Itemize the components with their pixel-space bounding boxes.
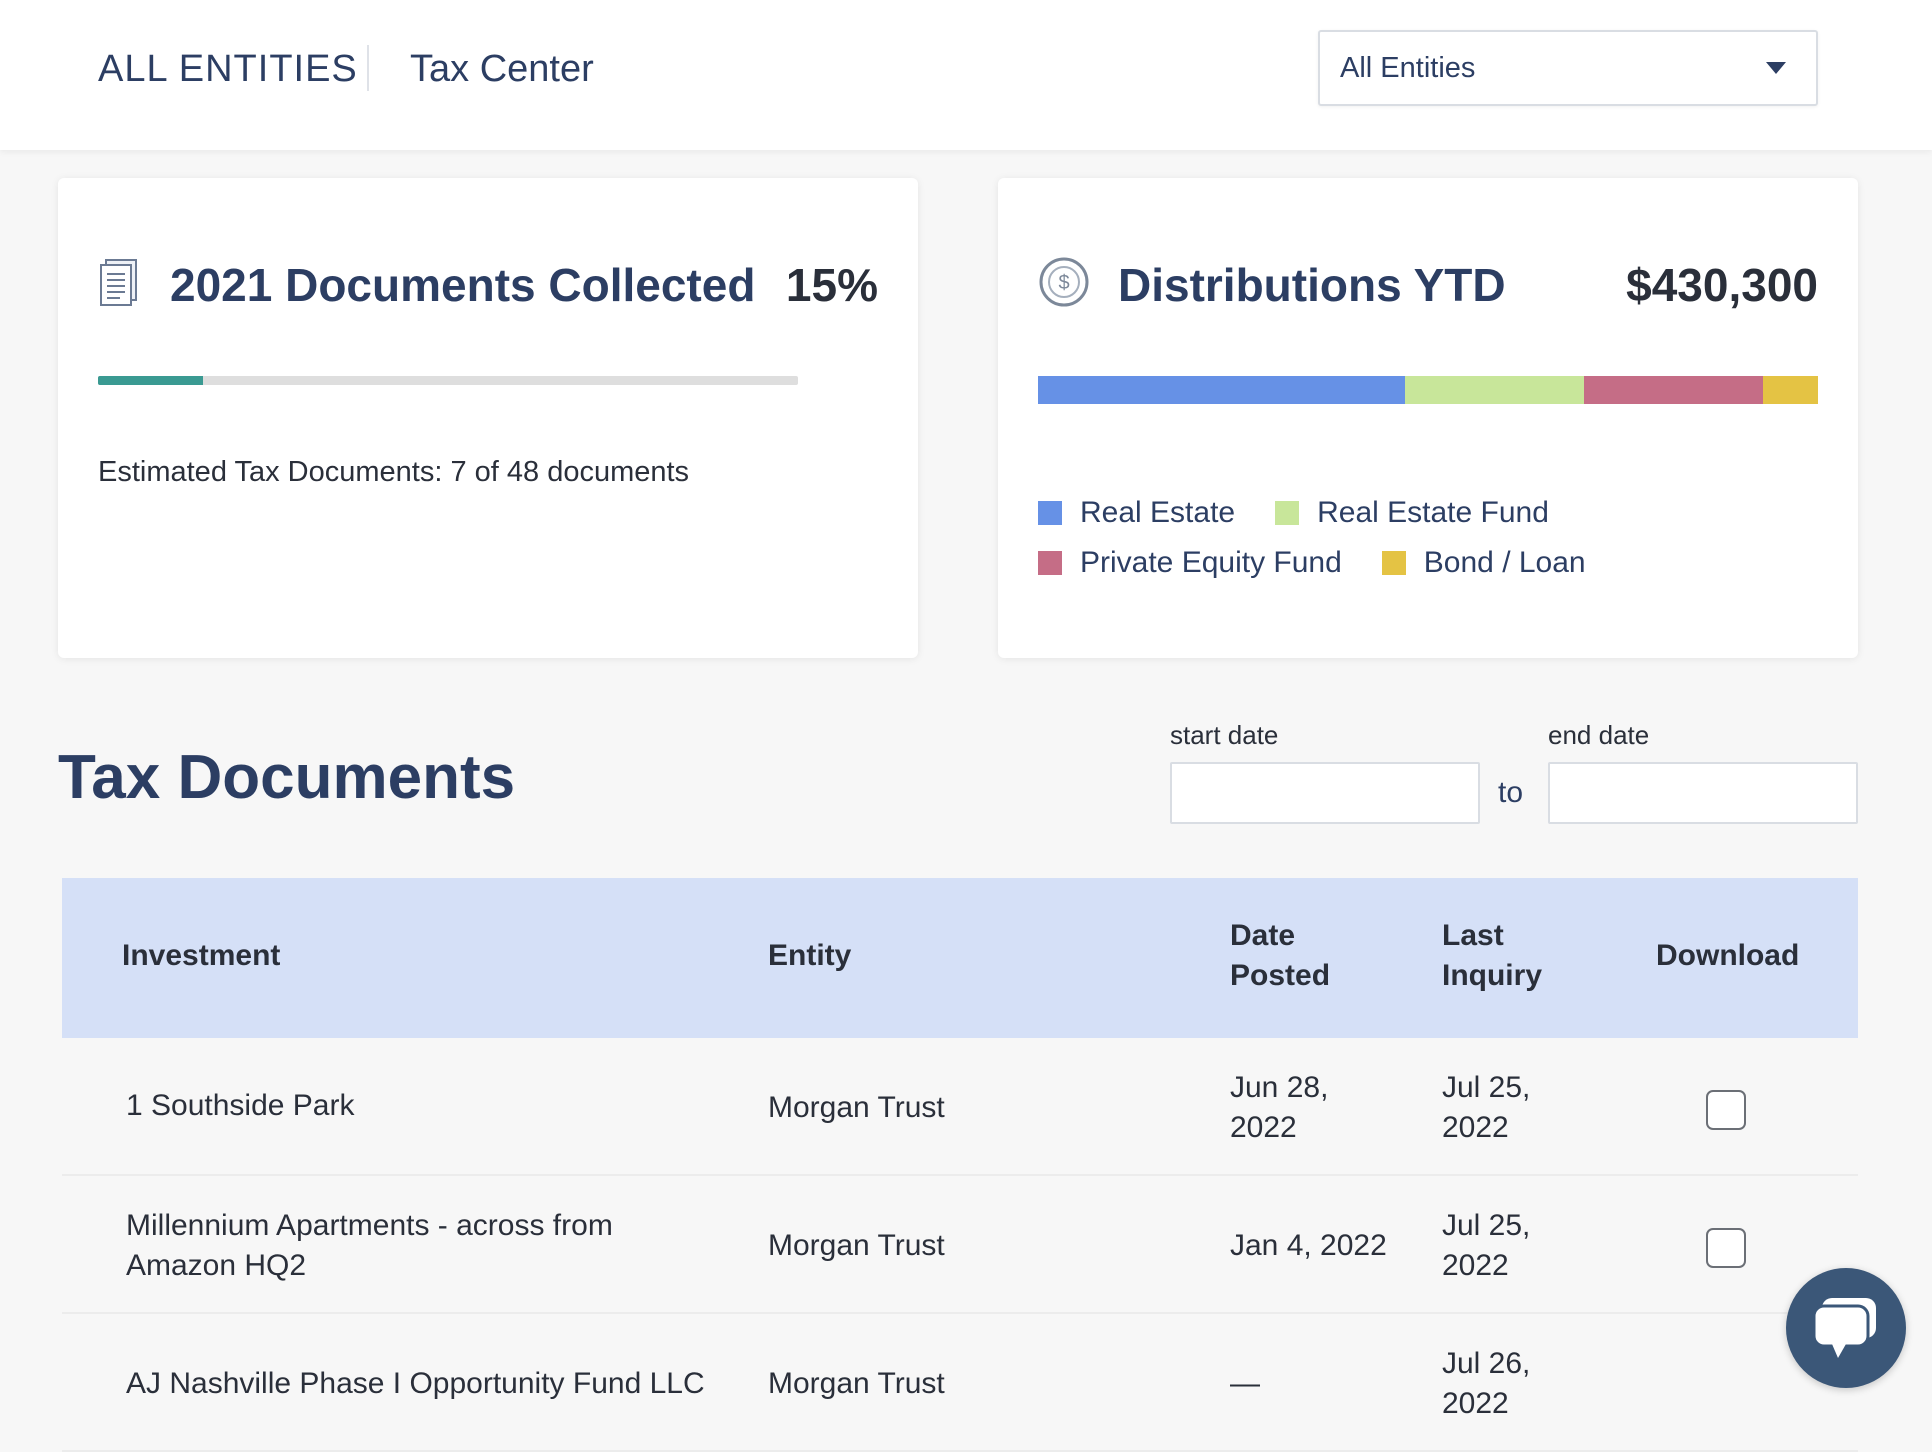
cell-last-inquiry-line1: Jul 25, <box>1442 1209 1531 1242</box>
distribution-segment-real-estate-fund <box>1404 376 1584 404</box>
documents-collected-title: 2021 Documents Collected <box>170 259 756 311</box>
distributions-card: $ Distributions YTD $430,300 Real Estate… <box>998 178 1858 658</box>
column-header-date-posted-line2: Posted <box>1230 959 1331 992</box>
entity-select[interactable]: All Entities <box>1318 30 1818 106</box>
distribution-segment-real-estate <box>1038 376 1405 404</box>
cell-investment-line1: AJ Nashville Phase I Opportunity Fund LL… <box>126 1367 705 1400</box>
end-date-input[interactable] <box>1548 762 1858 824</box>
column-header-last-inquiry[interactable]: Last Inquiry <box>1442 916 1542 996</box>
legend-label-private-equity-fund: Private Equity Fund <box>1080 546 1342 579</box>
legend-label-bond-loan: Bond / Loan <box>1423 546 1586 579</box>
chat-launcher-button[interactable] <box>1786 1268 1906 1388</box>
estimated-documents-note: Estimated Tax Documents: 7 of 48 documen… <box>98 456 690 488</box>
cell-date-posted: — <box>1230 1364 1260 1404</box>
tax-documents-heading: Tax Documents <box>58 743 516 812</box>
cell-investment[interactable]: Millennium Apartments - across from Amaz… <box>126 1206 613 1286</box>
cell-date-posted-line1: Jun 28, <box>1230 1071 1329 1104</box>
cell-date-posted-line1: Jan 4, 2022 <box>1230 1229 1387 1262</box>
distribution-segment-private-equity-fund <box>1583 376 1764 404</box>
cell-last-inquiry-line2: 2022 <box>1442 1387 1509 1420</box>
cell-investment-line1: Millennium Apartments - across from <box>126 1209 613 1242</box>
caret-down-icon <box>1766 62 1786 74</box>
breadcrumb-all-entities[interactable]: ALL ENTITIES <box>98 48 358 90</box>
date-range-to-label: to <box>1498 776 1524 809</box>
documents-progress-fill <box>98 376 203 385</box>
cell-investment[interactable]: 1 Southside Park <box>126 1086 354 1126</box>
svg-text:$: $ <box>1058 272 1069 294</box>
cell-entity: Morgan Trust <box>768 1229 945 1262</box>
column-header-last-inquiry-line2: Inquiry <box>1442 959 1543 992</box>
table-row: Millennium Apartments - across from Amaz… <box>62 1176 1858 1314</box>
table-row: AJ Nashville Phase I Opportunity Fund LL… <box>62 1314 1858 1452</box>
dollar-coin-icon: $ <box>1039 257 1089 307</box>
distributions-total: $430,300 <box>1626 259 1818 311</box>
table-header: Investment Entity Date Posted Last Inqui… <box>62 878 1858 1038</box>
tax-documents-table: Investment Entity Date Posted Last Inqui… <box>62 878 1858 1452</box>
cell-investment-line1: 1 Southside Park <box>126 1089 355 1122</box>
cell-last-inquiry-line1: Jul 25, <box>1442 1071 1531 1104</box>
column-header-entity[interactable]: Entity <box>768 939 852 972</box>
legend-label-real-estate: Real Estate <box>1080 496 1236 529</box>
column-header-last-inquiry-line1: Last <box>1442 919 1504 952</box>
cell-investment[interactable]: AJ Nashville Phase I Opportunity Fund LL… <box>126 1364 705 1404</box>
legend-swatch-bond-loan <box>1381 551 1406 575</box>
column-header-date-posted[interactable]: Date Posted <box>1230 916 1330 996</box>
cell-date-posted-line1: — <box>1230 1367 1260 1400</box>
cell-last-inquiry: Jul 25, 2022 <box>1442 1068 1530 1148</box>
cell-date-posted-line2: 2022 <box>1230 1111 1297 1144</box>
end-date-label: end date <box>1548 720 1650 750</box>
column-header-download: Download <box>1656 939 1800 972</box>
cell-last-inquiry-line2: 2022 <box>1442 1249 1509 1282</box>
start-date-label: start date <box>1170 720 1279 750</box>
legend-item-private-equity-fund: Private Equity Fund <box>1038 546 1342 580</box>
breadcrumb-tax-center: Tax Center <box>410 48 594 90</box>
cell-date-posted: Jan 4, 2022 <box>1230 1226 1387 1266</box>
documents-progress-bar <box>98 376 798 385</box>
distributions-title: Distributions YTD <box>1118 259 1506 311</box>
cell-last-inquiry: Jul 26, 2022 <box>1442 1344 1530 1424</box>
document-icon <box>100 259 137 306</box>
cell-last-inquiry-line2: 2022 <box>1442 1111 1509 1144</box>
download-checkbox[interactable] <box>1706 1228 1746 1268</box>
distributions-legend: Real Estate Real Estate Fund Private Equ… <box>1038 488 1818 588</box>
cell-entity: Morgan Trust <box>768 1091 945 1124</box>
entity-select-value: All Entities <box>1340 52 1476 84</box>
documents-collected-percent: 15% <box>785 259 878 311</box>
column-header-date-posted-line1: Date <box>1230 919 1296 952</box>
cell-last-inquiry: Jul 25, 2022 <box>1442 1206 1530 1286</box>
download-checkbox[interactable] <box>1706 1090 1746 1130</box>
distribution-segment-bond-loan <box>1763 376 1818 404</box>
distributions-stacked-bar <box>1038 376 1818 404</box>
legend-item-real-estate: Real Estate <box>1038 496 1235 530</box>
legend-swatch-private-equity-fund <box>1038 551 1062 575</box>
top-bar: ALL ENTITIES Tax Center All Entities <box>0 0 1932 150</box>
legend-swatch-real-estate-fund <box>1275 501 1300 525</box>
documents-collected-card: 2021 Documents Collected 15% Estimated T… <box>58 178 918 658</box>
legend-label-real-estate-fund: Real Estate Fund <box>1317 496 1549 529</box>
table-row: 1 Southside Park Morgan Trust Jun 28, 20… <box>62 1038 1858 1176</box>
start-date-input[interactable] <box>1170 762 1480 824</box>
column-header-investment[interactable]: Investment <box>122 939 281 972</box>
chat-bubble-icon <box>1812 1298 1876 1358</box>
cell-entity: Morgan Trust <box>768 1367 945 1400</box>
cell-date-posted: Jun 28, 2022 <box>1230 1068 1328 1148</box>
cell-last-inquiry-line1: Jul 26, <box>1442 1347 1531 1380</box>
legend-swatch-real-estate <box>1038 501 1062 525</box>
cell-investment-line2: Amazon HQ2 <box>126 1249 307 1282</box>
breadcrumb-divider <box>367 45 369 91</box>
legend-item-bond-loan: Bond / Loan <box>1381 546 1586 580</box>
legend-item-real-estate-fund: Real Estate Fund <box>1275 496 1549 530</box>
